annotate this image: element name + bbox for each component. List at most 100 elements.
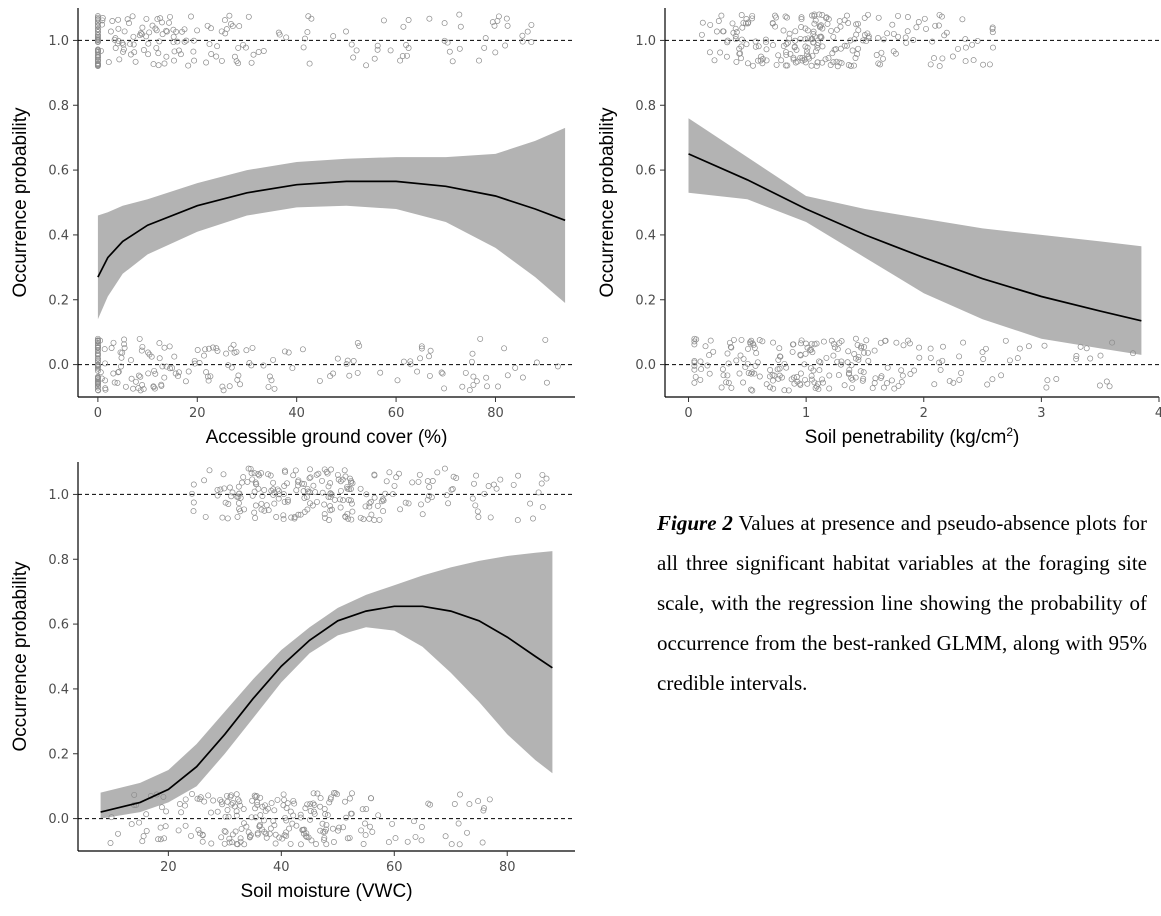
data-point-absent xyxy=(237,802,244,809)
data-point-present xyxy=(830,59,837,66)
data-point-present xyxy=(450,473,457,480)
data-point-present xyxy=(170,33,177,40)
data-point-present xyxy=(322,514,328,521)
data-point-absent xyxy=(158,382,165,389)
data-point-present xyxy=(146,29,153,36)
data-point-absent xyxy=(838,358,845,365)
data-point-present xyxy=(334,471,341,478)
data-point-absent xyxy=(265,383,272,390)
data-point-present xyxy=(969,41,976,48)
data-point-present xyxy=(228,21,234,27)
data-point-present xyxy=(249,476,256,483)
data-point-absent xyxy=(220,387,227,394)
y-axis-title: Occurrence probability xyxy=(10,561,31,752)
data-point-absent xyxy=(911,367,918,374)
data-point-present xyxy=(127,41,134,48)
data-point-present xyxy=(261,507,268,514)
data-point-absent xyxy=(830,341,837,347)
data-point-absent xyxy=(233,808,240,815)
data-point-absent xyxy=(94,344,101,351)
data-point-present xyxy=(775,52,782,59)
data-point-present xyxy=(105,59,112,66)
regression-line xyxy=(100,605,553,813)
data-point-absent xyxy=(1077,343,1084,350)
data-point-present xyxy=(732,33,739,40)
data-point-absent xyxy=(770,385,777,392)
data-point-present xyxy=(170,39,177,46)
data-point-present xyxy=(304,506,311,513)
data-point-absent xyxy=(218,798,225,805)
data-point-present xyxy=(841,42,848,49)
data-point-absent xyxy=(253,793,260,800)
data-point-absent xyxy=(477,335,484,342)
data-point-absent xyxy=(297,841,304,848)
data-point-absent xyxy=(321,806,328,812)
data-point-present xyxy=(397,57,404,64)
data-point-absent xyxy=(156,355,163,362)
data-point-absent xyxy=(857,368,864,375)
data-point-absent xyxy=(224,807,231,813)
data-point-present xyxy=(974,37,981,44)
data-point-absent xyxy=(495,383,501,390)
data-point-present xyxy=(743,16,750,22)
data-point-present xyxy=(265,507,272,514)
data-point-present xyxy=(239,479,245,486)
data-point-absent xyxy=(133,801,140,808)
data-point-absent xyxy=(320,836,327,843)
data-point-absent xyxy=(1083,345,1090,352)
data-point-absent xyxy=(280,791,287,798)
data-point-absent xyxy=(162,823,169,830)
data-point-present xyxy=(284,498,291,505)
data-point-absent xyxy=(878,373,885,380)
data-point-absent xyxy=(554,363,561,370)
data-point-absent xyxy=(466,801,473,808)
data-point-present xyxy=(145,40,152,47)
data-point-present xyxy=(441,37,448,44)
data-point-absent xyxy=(719,366,726,373)
data-point-present xyxy=(397,506,404,513)
data-point-present xyxy=(288,514,295,521)
data-point-absent xyxy=(877,339,884,346)
data-point-absent xyxy=(189,791,195,797)
data-point-absent xyxy=(392,835,399,842)
data-point-present xyxy=(307,474,314,481)
data-point-present xyxy=(875,14,882,21)
data-point-absent xyxy=(343,814,350,821)
data-point-present xyxy=(94,61,101,67)
data-point-present xyxy=(402,499,409,506)
data-point-present xyxy=(990,44,996,51)
data-point-absent xyxy=(135,372,142,379)
x-axis-title: Accessible ground cover (%) xyxy=(206,427,448,448)
data-point-present xyxy=(828,27,835,34)
data-point-absent xyxy=(332,790,339,797)
data-point-present xyxy=(403,42,410,48)
data-point-present xyxy=(344,485,351,492)
data-point-absent xyxy=(270,818,277,824)
data-point-present xyxy=(120,41,127,48)
data-point-present xyxy=(409,479,416,486)
y-tick-label: 0.4 xyxy=(48,682,69,697)
data-point-present xyxy=(717,49,724,56)
data-point-present xyxy=(802,43,809,50)
data-point-absent xyxy=(213,345,220,352)
data-point-present xyxy=(202,513,209,520)
data-point-present xyxy=(228,493,235,500)
data-point-absent xyxy=(849,376,856,383)
data-point-present xyxy=(469,495,476,502)
data-point-present xyxy=(139,24,146,31)
data-point-absent xyxy=(267,825,274,832)
data-point-absent xyxy=(798,337,805,344)
data-point-absent xyxy=(459,383,466,390)
data-point-present xyxy=(343,28,349,35)
data-point-absent xyxy=(893,339,900,346)
data-point-absent xyxy=(229,800,236,806)
data-point-absent xyxy=(346,834,353,841)
data-point-present xyxy=(115,25,122,32)
data-point-absent xyxy=(161,344,168,351)
data-point-absent xyxy=(469,350,476,357)
x-tick-label: 60 xyxy=(386,860,403,875)
data-point-absent xyxy=(151,367,158,374)
data-point-absent xyxy=(304,801,311,808)
data-point-absent xyxy=(243,823,250,830)
data-point-present xyxy=(822,56,829,63)
